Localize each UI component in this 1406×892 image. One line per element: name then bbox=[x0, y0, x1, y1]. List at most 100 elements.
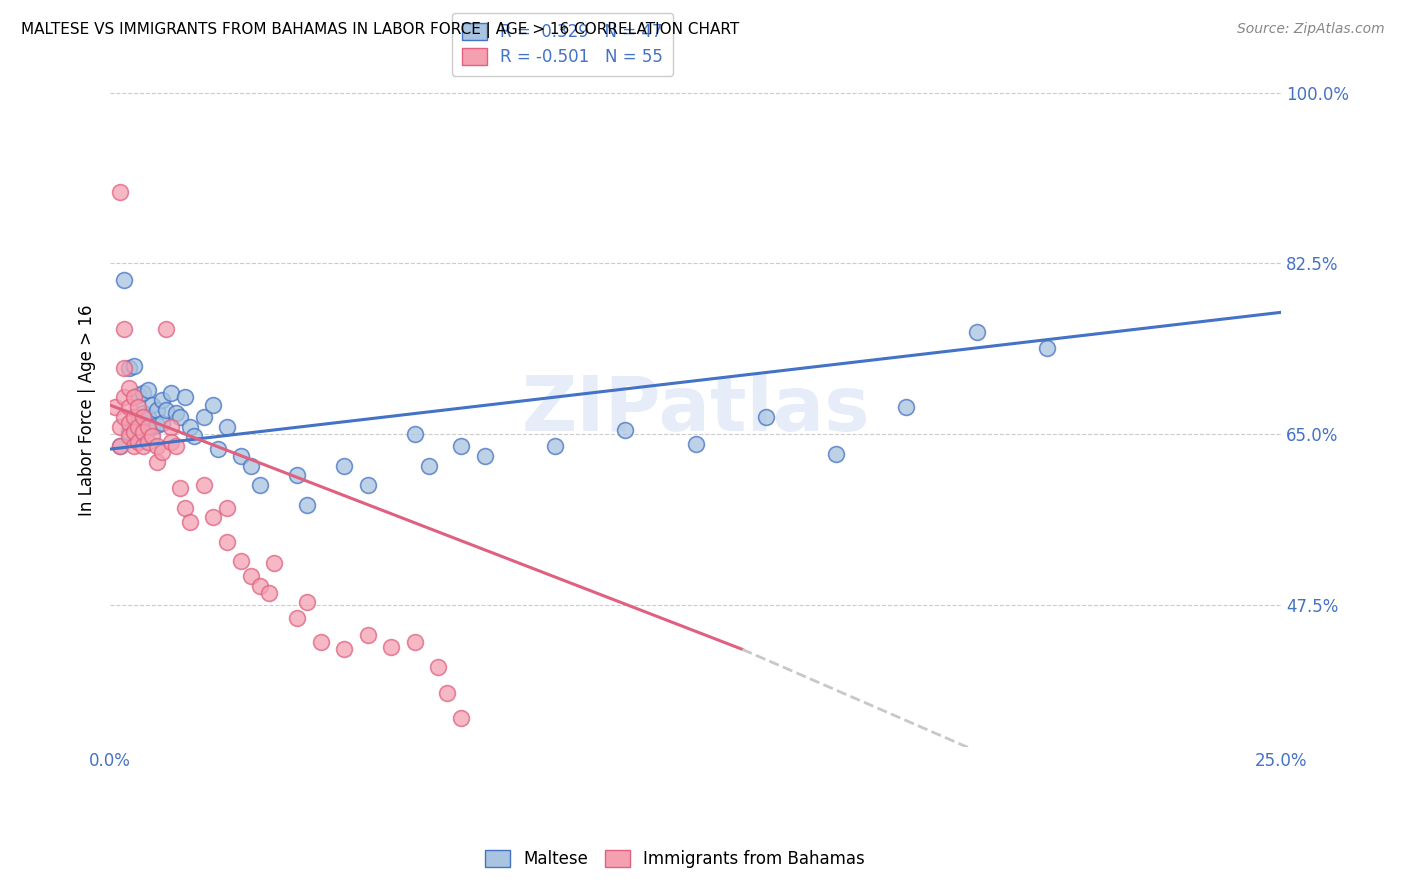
Point bbox=[179, 516, 201, 530]
Point bbox=[287, 611, 309, 625]
Point bbox=[966, 325, 988, 339]
Point bbox=[132, 409, 155, 424]
Point bbox=[614, 423, 637, 437]
Legend: Maltese, Immigrants from Bahamas: Maltese, Immigrants from Bahamas bbox=[478, 843, 872, 875]
Point bbox=[127, 435, 149, 450]
Point bbox=[160, 435, 183, 450]
Point bbox=[122, 409, 145, 424]
Point bbox=[544, 439, 567, 453]
Point bbox=[122, 425, 145, 440]
Point bbox=[427, 660, 450, 674]
Point bbox=[357, 628, 380, 642]
Point bbox=[108, 185, 131, 199]
Point bbox=[122, 439, 145, 453]
Point bbox=[136, 409, 159, 424]
Point bbox=[150, 416, 173, 430]
Point bbox=[136, 435, 159, 450]
Point bbox=[165, 406, 187, 420]
Point bbox=[202, 510, 225, 524]
Point bbox=[108, 439, 131, 453]
Point bbox=[825, 447, 848, 461]
Point bbox=[249, 579, 271, 593]
Point bbox=[132, 406, 155, 420]
Point bbox=[169, 481, 191, 495]
Point bbox=[104, 400, 127, 414]
Point bbox=[179, 419, 201, 434]
Point bbox=[146, 439, 169, 453]
Point bbox=[150, 393, 173, 408]
Point bbox=[169, 409, 191, 424]
Text: MALTESE VS IMMIGRANTS FROM BAHAMAS IN LABOR FORCE | AGE > 16 CORRELATION CHART: MALTESE VS IMMIGRANTS FROM BAHAMAS IN LA… bbox=[21, 22, 740, 38]
Point bbox=[141, 398, 163, 412]
Point bbox=[231, 554, 253, 568]
Point bbox=[141, 419, 163, 434]
Point bbox=[146, 417, 169, 432]
Text: ZIPatlas: ZIPatlas bbox=[522, 373, 870, 447]
Point bbox=[127, 409, 149, 424]
Point bbox=[132, 386, 155, 401]
Point bbox=[141, 429, 163, 443]
Point bbox=[309, 634, 332, 648]
Point bbox=[685, 437, 707, 451]
Point bbox=[287, 468, 309, 483]
Point bbox=[122, 359, 145, 373]
Point bbox=[108, 419, 131, 434]
Point bbox=[259, 585, 281, 599]
Point bbox=[333, 458, 356, 473]
Point bbox=[118, 380, 141, 394]
Point bbox=[146, 403, 169, 417]
Point bbox=[333, 642, 356, 657]
Point bbox=[146, 455, 169, 469]
Point bbox=[132, 439, 155, 453]
Point bbox=[404, 427, 426, 442]
Text: Source: ZipAtlas.com: Source: ZipAtlas.com bbox=[1237, 22, 1385, 37]
Point bbox=[295, 595, 318, 609]
Point bbox=[217, 419, 239, 434]
Point bbox=[380, 640, 402, 655]
Point bbox=[755, 409, 778, 424]
Point bbox=[193, 409, 215, 424]
Point bbox=[207, 442, 229, 456]
Point bbox=[231, 449, 253, 463]
Point bbox=[136, 419, 159, 434]
Point bbox=[450, 439, 472, 453]
Point bbox=[118, 400, 141, 414]
Point bbox=[112, 322, 135, 336]
Point bbox=[239, 569, 262, 583]
Point bbox=[160, 419, 183, 434]
Point bbox=[436, 686, 458, 700]
Y-axis label: In Labor Force | Age > 16: In Labor Force | Age > 16 bbox=[79, 304, 96, 516]
Point bbox=[112, 361, 135, 376]
Point bbox=[1036, 342, 1059, 356]
Point bbox=[193, 478, 215, 492]
Point bbox=[112, 390, 135, 404]
Point bbox=[132, 425, 155, 440]
Point bbox=[357, 478, 380, 492]
Point bbox=[217, 535, 239, 549]
Point bbox=[155, 403, 177, 417]
Point bbox=[263, 557, 285, 571]
Point bbox=[118, 416, 141, 430]
Point bbox=[418, 458, 440, 473]
Point bbox=[136, 384, 159, 398]
Point bbox=[217, 500, 239, 515]
Point bbox=[474, 449, 496, 463]
Point bbox=[896, 400, 918, 414]
Point bbox=[155, 322, 177, 336]
Point bbox=[122, 390, 145, 404]
Point bbox=[127, 388, 149, 402]
Point bbox=[450, 711, 472, 725]
Point bbox=[249, 478, 271, 492]
Point bbox=[404, 634, 426, 648]
Point bbox=[127, 400, 149, 414]
Point bbox=[202, 398, 225, 412]
Point bbox=[112, 409, 135, 424]
Point bbox=[183, 429, 205, 443]
Point bbox=[165, 439, 187, 453]
Point bbox=[118, 425, 141, 440]
Point bbox=[239, 458, 262, 473]
Point bbox=[150, 445, 173, 459]
Point bbox=[127, 419, 149, 434]
Point bbox=[295, 498, 318, 512]
Point bbox=[108, 439, 131, 453]
